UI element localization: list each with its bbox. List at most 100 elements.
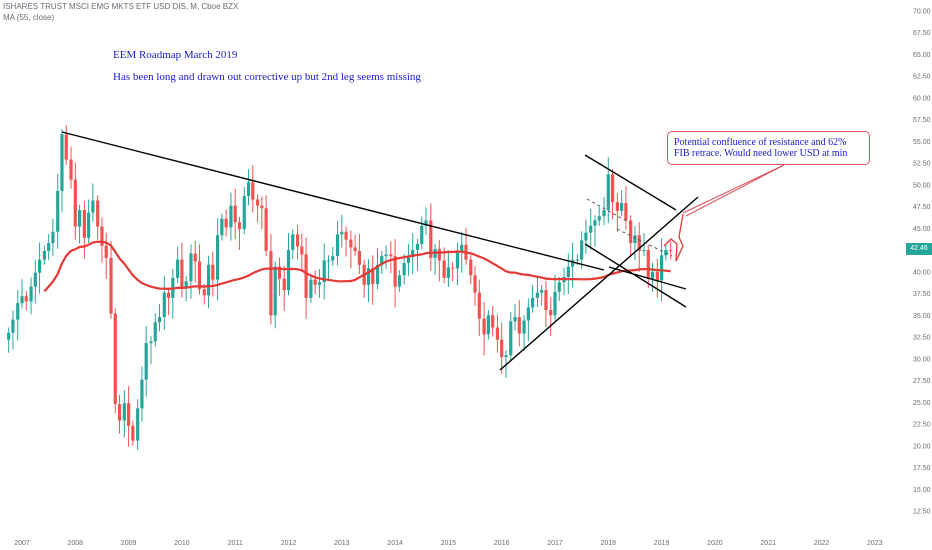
candle-body [11, 319, 15, 333]
candle-body [157, 317, 162, 323]
x-tick-label: 2014 [387, 540, 403, 547]
candle-body [211, 264, 215, 280]
candle-body [69, 159, 73, 180]
candle-body [540, 290, 544, 293]
candle-body [549, 310, 553, 316]
candle-body [429, 220, 433, 258]
candle-body [415, 243, 420, 251]
x-tick-label: 2012 [281, 540, 297, 547]
candle-body [162, 292, 166, 318]
x-tick-label: 2019 [654, 540, 670, 547]
candle-body [176, 259, 180, 278]
candle-body [566, 266, 570, 278]
projected-path [663, 213, 684, 262]
candle-body [109, 257, 113, 314]
candle-body [47, 243, 51, 251]
candle-body [500, 339, 504, 358]
candle-body [144, 343, 148, 380]
candle-body [273, 266, 277, 316]
x-tick-label: 2018 [601, 540, 617, 547]
candle-body [322, 260, 326, 283]
y-tick-label: 17.50 [913, 465, 931, 472]
candle-body [570, 259, 575, 267]
candle-body [553, 291, 557, 316]
candle-body [184, 281, 188, 289]
fib-dashed-lower [616, 228, 673, 257]
candle-body [615, 202, 619, 211]
candle-body [437, 249, 441, 261]
candle-body [349, 239, 353, 248]
y-tick-label: 57.50 [913, 117, 931, 124]
candle-body [642, 250, 646, 252]
candle-body [637, 235, 641, 251]
candle-body [104, 245, 108, 258]
candle-body [375, 264, 380, 284]
candle-body [593, 220, 597, 226]
candle-body [357, 250, 361, 265]
support-trendline [499, 196, 699, 371]
candle-body [482, 318, 486, 335]
trendlines [61, 131, 785, 371]
candle-body [669, 250, 673, 252]
candle-body [220, 218, 224, 236]
candle-body [340, 231, 344, 235]
x-tick-label: 2010 [174, 540, 190, 547]
candle-body [326, 260, 331, 262]
candle-body [87, 212, 91, 238]
candle-body [60, 134, 64, 191]
y-tick-label: 30.00 [913, 356, 931, 363]
candle-body [24, 296, 28, 302]
long-term-resistance-trendline [61, 131, 605, 271]
candle-body [486, 315, 490, 335]
candle-body [166, 292, 171, 298]
candle-body [206, 264, 211, 296]
candle-body [371, 268, 375, 284]
y-tick-label: 60.00 [913, 95, 931, 102]
y-tick-label: 15.00 [913, 487, 931, 494]
candle-body [397, 275, 401, 287]
y-tick-label: 70.00 [913, 8, 931, 15]
candle-body [193, 253, 197, 262]
fib-dashed-upper [586, 198, 631, 224]
candle-body [535, 292, 540, 298]
candle-body [650, 271, 655, 279]
y-tick-label: 55.00 [913, 139, 931, 146]
candle-body [344, 231, 348, 240]
candle-body [580, 240, 584, 260]
candle-body [282, 278, 286, 291]
y-tick-label: 45.00 [913, 226, 931, 233]
lower-channel-line-a [584, 243, 687, 308]
candle-body [389, 254, 393, 257]
candle-body [335, 234, 340, 257]
candle-body [620, 203, 624, 211]
candle-body [646, 250, 650, 279]
candle-body [91, 200, 95, 213]
x-tick-label: 2016 [494, 540, 510, 547]
candle-body [491, 315, 495, 328]
candle-body [113, 313, 117, 405]
annotation-subtitle: Has been long and drawn out corrective u… [113, 71, 421, 83]
candle-body [242, 196, 246, 230]
candle-body [229, 205, 233, 228]
candle-body [606, 174, 610, 211]
candle-body [149, 341, 153, 344]
y-tick-label: 22.50 [913, 422, 931, 429]
x-tick-label: 2017 [547, 540, 563, 547]
candle-body [633, 235, 637, 244]
candle-body [624, 203, 628, 221]
candle-body [197, 261, 202, 290]
candle-body [251, 182, 255, 200]
candle-body [495, 327, 500, 340]
candle-body [136, 408, 140, 441]
last-price-tag: 42.46 [906, 243, 932, 255]
candle-body [309, 279, 313, 298]
upper-channel-line [584, 154, 677, 211]
candle-body [127, 403, 131, 426]
x-tick-label: 2008 [68, 540, 84, 547]
y-tick-label: 25.00 [913, 400, 931, 407]
candle-body [140, 379, 144, 409]
y-tick-label: 40.00 [913, 269, 931, 276]
lower-channel-line-b [608, 266, 687, 290]
candle-body [317, 282, 322, 285]
